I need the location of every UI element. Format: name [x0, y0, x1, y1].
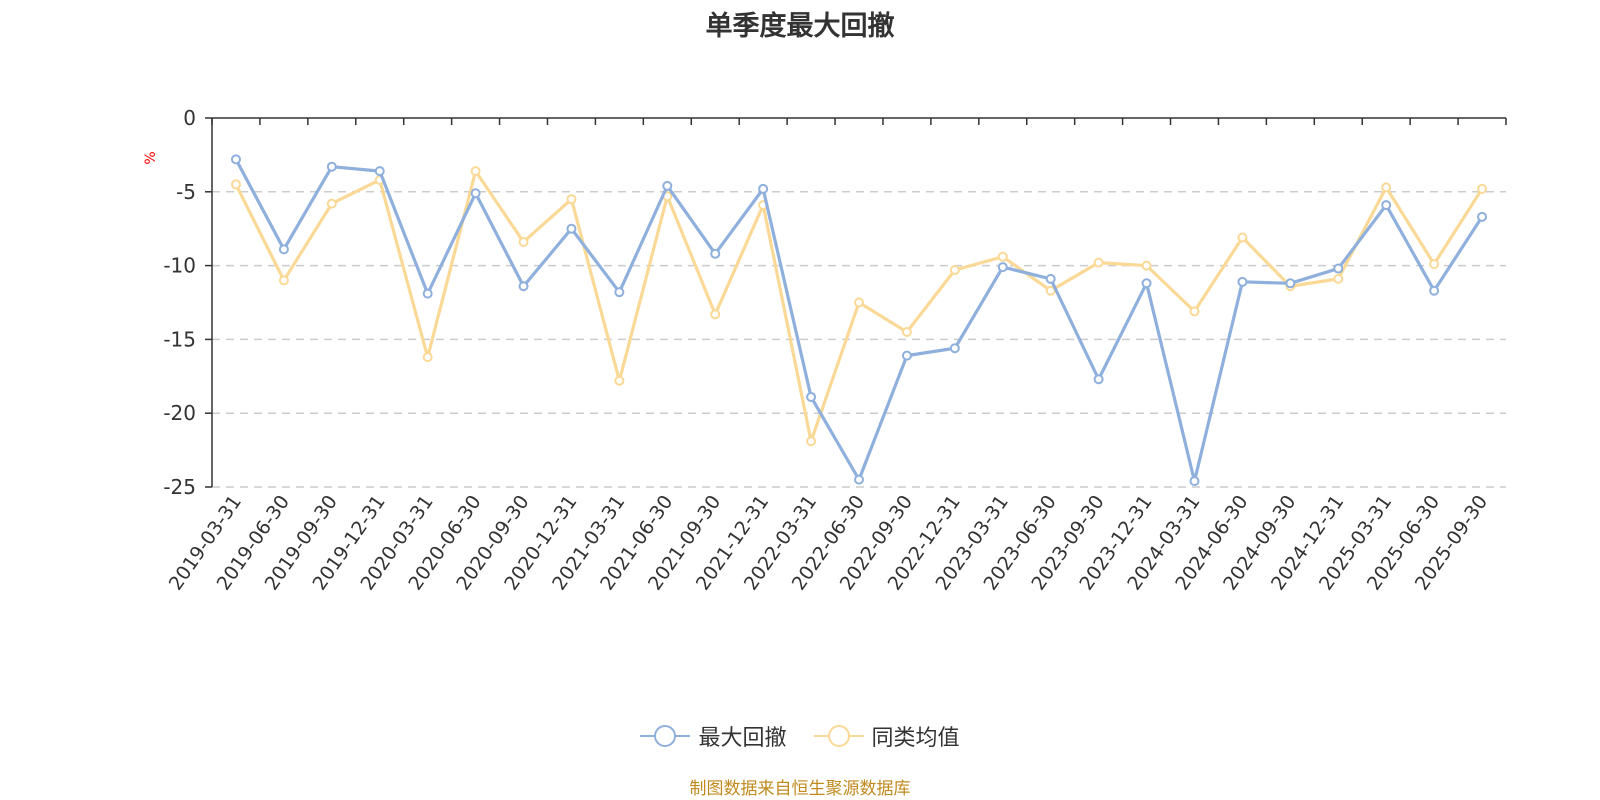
series-1-point — [422, 288, 433, 299]
series-1-point — [230, 154, 241, 165]
y-tick-label: -20 — [163, 401, 196, 425]
legend-item-series-2[interactable]: 同类均值 — [813, 720, 960, 752]
series-2-point — [806, 436, 817, 447]
y-tick-label: 0 — [183, 106, 196, 130]
series-2-point — [949, 265, 960, 276]
series-2-point — [901, 327, 912, 338]
series-1-point — [949, 343, 960, 354]
series-1-point — [614, 287, 625, 298]
series-1-point — [1381, 200, 1392, 211]
series-2-point — [230, 179, 241, 190]
series-1-point — [278, 244, 289, 255]
series-2-point — [518, 236, 529, 247]
series-line-1 — [234, 158, 1484, 483]
legend-label-series-1: 最大回撤 — [698, 726, 787, 751]
series-2-point — [422, 352, 433, 363]
y-tick-label: -25 — [163, 475, 196, 499]
series-1-point — [518, 281, 529, 292]
legend-marker-series-1 — [640, 723, 691, 749]
series-1-point — [566, 223, 577, 234]
series-1-point — [470, 188, 481, 199]
series-1-point — [662, 180, 673, 191]
legend-item-series-1[interactable]: 最大回撤 — [640, 720, 787, 752]
series-1-point — [1189, 476, 1200, 487]
y-tick-label: -10 — [163, 254, 196, 278]
y-axis-label: % — [143, 151, 159, 164]
series-1-point — [326, 161, 337, 172]
series-1-point — [1429, 285, 1440, 296]
series-2-point — [1477, 183, 1488, 194]
y-tick-label: -15 — [163, 327, 196, 351]
series-1-point — [854, 474, 864, 485]
series-2-point — [854, 297, 864, 308]
series-2-point — [614, 375, 625, 386]
series-1-point — [806, 391, 817, 402]
legend: 最大回撤 同类均值 — [0, 720, 1600, 755]
series-2-point — [710, 309, 721, 320]
series-2-point — [1381, 182, 1392, 193]
series-2-point — [326, 198, 337, 209]
series-2-point — [1237, 232, 1248, 243]
series-1-point — [1333, 263, 1344, 274]
source-note: 制图数据来自恒生聚源数据库 — [689, 779, 911, 799]
series-1-point — [901, 350, 912, 361]
series-2-point — [278, 275, 289, 286]
series-1-point — [997, 262, 1008, 273]
series-2-point — [566, 194, 577, 205]
series-2-point — [1141, 260, 1152, 271]
series-1-point — [710, 248, 721, 259]
legend-label-series-2: 同类均值 — [871, 726, 960, 751]
series-1-point — [374, 166, 385, 177]
series-2-point — [1189, 306, 1200, 317]
series-1-point — [1093, 374, 1104, 385]
series-1-point — [1141, 278, 1152, 289]
series-1-point — [758, 183, 769, 194]
series-1-point — [1285, 278, 1296, 289]
series-2-point — [1093, 257, 1104, 268]
series-2-point — [1333, 273, 1344, 284]
series-2-point — [1429, 259, 1440, 270]
chart-title: 单季度最大回撤 — [705, 11, 895, 42]
y-tick-label: -5 — [176, 180, 196, 204]
series-2-point — [997, 251, 1008, 262]
series-1-point — [1477, 211, 1488, 222]
series-1-point — [1045, 273, 1056, 284]
series-1-point — [1237, 276, 1248, 287]
legend-marker-series-2 — [813, 723, 864, 749]
series-2-point — [470, 166, 481, 177]
